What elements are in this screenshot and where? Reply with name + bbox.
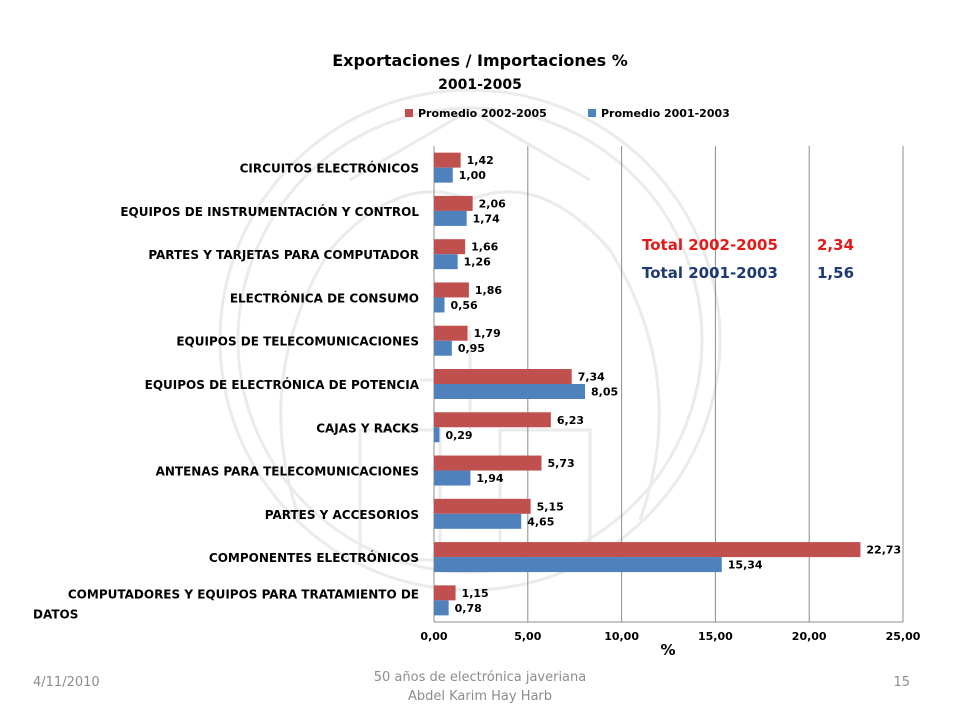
data-label: 15,34 [728, 559, 763, 572]
category-label: ELECTRÓNICA DE CONSUMO [230, 290, 419, 305]
category-label: EQUIPOS DE ELECTRÓNICA DE POTENCIA [145, 377, 420, 392]
legend-label: Promedio 2002-2005 [418, 107, 547, 120]
category-label: PARTES Y ACCESORIOS [265, 508, 419, 522]
footer-credit-line2: Abdel Karim Hay Harb [407, 689, 553, 704]
category-label: PARTES Y TARJETAS PARA COMPUTADOR [148, 248, 419, 262]
x-tick-label: 5,00 [514, 630, 541, 643]
data-label: 4,65 [527, 515, 554, 528]
data-label: 1,00 [459, 169, 486, 182]
x-tick-label: 20,00 [792, 630, 827, 643]
bar-promedio-2001-2003 [434, 384, 586, 399]
bar-promedio-2001-2003 [434, 167, 453, 183]
legend-swatch [588, 109, 596, 117]
bar-promedio-2002-2005 [434, 152, 461, 168]
category-label: CIRCUITOS ELECTRÓNICOS [240, 161, 419, 176]
data-label: 2,06 [479, 197, 506, 210]
bar-promedio-2001-2003 [434, 557, 722, 573]
bar-promedio-2001-2003 [434, 254, 458, 270]
x-tick-label: 15,00 [698, 630, 733, 643]
data-label: 0,56 [451, 299, 478, 312]
data-label: 5,73 [547, 457, 574, 470]
category-label: DATOS [33, 607, 78, 621]
annotation-label: Total 2001-2003 [642, 264, 778, 282]
x-axis-label: % [660, 641, 675, 659]
x-tick-label: 0,00 [420, 630, 447, 643]
bar-promedio-2002-2005 [434, 455, 542, 471]
data-label: 5,15 [537, 500, 564, 513]
bar-promedio-2002-2005 [434, 412, 551, 428]
bar-promedio-2002-2005 [434, 498, 531, 514]
data-label: 22,73 [866, 544, 901, 557]
footer-credit-line1: 50 años de electrónica javeriana [373, 670, 587, 685]
bar-promedio-2001-2003 [434, 210, 467, 226]
footer-credit: 50 años de electrónica javeriana Abdel K… [300, 668, 660, 706]
category-label: ANTENAS PARA TELECOMUNICACIONES [156, 465, 419, 479]
bars [434, 152, 861, 616]
data-label: 1,26 [464, 256, 491, 269]
chart-title: Exportaciones / Importaciones % [332, 51, 627, 70]
footer-date: 4/11/2010 [33, 675, 100, 690]
data-label: 0,78 [455, 602, 482, 615]
category-label: COMPUTADORES Y EQUIPOS PARA TRATAMIENTO … [68, 587, 419, 601]
data-label: 1,86 [475, 284, 502, 297]
data-label: 1,66 [471, 241, 498, 254]
data-label: 1,15 [462, 587, 489, 600]
annotation-label: Total 2002-2005 [642, 236, 778, 254]
data-label: 1,74 [473, 212, 500, 225]
annotation-value: 2,34 [817, 236, 855, 254]
legend-label: Promedio 2001-2003 [601, 107, 730, 120]
data-label: 8,05 [591, 386, 618, 399]
category-labels: CIRCUITOS ELECTRÓNICOS EQUIPOS DE INSTRUM… [33, 161, 420, 622]
x-axis-ticks: 0,00 5,00 10,00 15,00 20,00 25,00 [420, 630, 920, 643]
category-label: EQUIPOS DE INSTRUMENTACIÓN Y CONTROL [120, 204, 419, 219]
bar-promedio-2001-2003 [434, 427, 440, 443]
data-label: 0,29 [445, 429, 472, 442]
data-label: 1,79 [474, 327, 501, 340]
bar-promedio-2001-2003 [434, 600, 449, 616]
bar-promedio-2002-2005 [434, 542, 861, 558]
category-label: EQUIPOS DE TELECOMUNICACIONES [176, 335, 419, 349]
category-label: COMPONENTES ELECTRÓNICOS [209, 550, 419, 565]
bar-promedio-2002-2005 [434, 239, 466, 255]
bar-promedio-2002-2005 [434, 195, 473, 211]
legend-swatch [405, 109, 413, 117]
bar-promedio-2002-2005 [434, 325, 468, 341]
data-label: 1,94 [476, 472, 503, 485]
x-tick-label: 25,00 [886, 630, 921, 643]
bar-promedio-2002-2005 [434, 585, 456, 601]
bar-promedio-2002-2005 [434, 282, 469, 298]
bar-promedio-2001-2003 [434, 513, 522, 529]
bar-promedio-2002-2005 [434, 369, 572, 384]
data-label: 0,95 [458, 342, 485, 355]
data-label: 7,34 [578, 371, 605, 384]
bar-promedio-2001-2003 [434, 297, 445, 313]
chart-subtitle: 2001-2005 [438, 77, 522, 93]
bar-promedio-2001-2003 [434, 470, 471, 486]
data-label: 1,42 [467, 154, 494, 167]
x-tick-label: 10,00 [604, 630, 639, 643]
bar-labels: 1,42 1,00 2,06 1,74 1,66 1,26 1,86 0,56 1,79 0,95… [445, 154, 901, 615]
annotation-value: 1,56 [817, 264, 855, 282]
legend: Promedio 2002-2005 Promedio 2001-2003 [405, 107, 730, 120]
data-label: 6,23 [557, 414, 584, 427]
category-label: CAJAS Y RACKS [316, 421, 419, 435]
bar-promedio-2001-2003 [434, 340, 452, 356]
footer-page-number: 15 [893, 675, 910, 690]
